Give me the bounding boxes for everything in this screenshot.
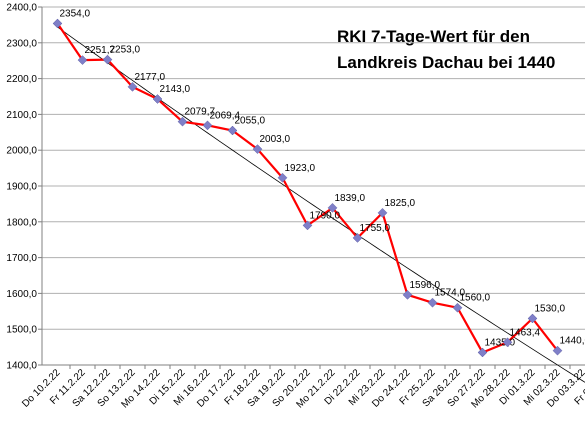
marker (252, 144, 263, 154)
marker (102, 54, 113, 65)
trendline (57, 26, 585, 383)
marker (552, 345, 563, 356)
data-label: 1440,0 (560, 336, 585, 347)
y-tick-label: 2400,0 (6, 3, 37, 14)
chart-title: Landkreis Dachau bei 1440 (337, 53, 555, 72)
data-label: 2069,4 (210, 110, 241, 121)
data-label: 1839,0 (335, 193, 366, 204)
data-label: 2143,0 (160, 84, 191, 95)
marker (52, 18, 63, 29)
marker (452, 302, 463, 313)
marker (377, 207, 388, 218)
y-tick-label: 1700,0 (6, 253, 37, 264)
marker (277, 172, 288, 183)
data-label: 2253,0 (110, 45, 141, 56)
marker (152, 94, 163, 104)
data-label: 1463,4 (510, 327, 541, 338)
y-tick-label: 1500,0 (6, 325, 37, 336)
data-label: 1790,0 (310, 210, 341, 221)
marker (527, 313, 538, 324)
data-label: 2354,0 (60, 8, 91, 19)
y-tick-label: 2200,0 (6, 74, 37, 85)
y-tick-label: 1600,0 (6, 289, 37, 300)
data-label: 2251,7 (85, 45, 116, 56)
marker (227, 125, 238, 136)
marker (302, 220, 313, 231)
y-tick-label: 1900,0 (6, 182, 37, 193)
marker (327, 202, 338, 213)
marker (477, 347, 488, 358)
y-tick-label: 2000,0 (6, 146, 37, 157)
data-label: 2079,7 (185, 107, 216, 118)
chart-title: RKI 7-Tage-Wert für den (337, 27, 530, 46)
marker (77, 55, 88, 65)
marker (177, 116, 188, 127)
y-tick-label: 2100,0 (6, 110, 37, 121)
y-tick-label: 1400,0 (6, 361, 37, 372)
marker (127, 81, 138, 92)
marker (352, 233, 363, 243)
y-tick-label: 1800,0 (6, 217, 37, 228)
marker (202, 120, 213, 131)
marker (402, 289, 413, 300)
data-label: 1596,0 (410, 280, 441, 291)
data-label: 1574,0 (435, 288, 466, 299)
marker (502, 337, 513, 348)
data-label: 1755,0 (360, 223, 391, 234)
data-label: 2003,0 (260, 134, 291, 145)
data-label: 1530,0 (535, 303, 566, 314)
data-label: 2055,0 (235, 116, 266, 127)
marker (427, 297, 438, 308)
data-label: 1825,0 (385, 198, 416, 209)
data-label: 2177,0 (135, 72, 166, 83)
data-label: 1435,0 (485, 337, 516, 348)
y-tick-label: 2300,0 (6, 38, 37, 49)
data-label: 1560,0 (460, 293, 491, 304)
data-label: 1923,0 (285, 163, 316, 174)
